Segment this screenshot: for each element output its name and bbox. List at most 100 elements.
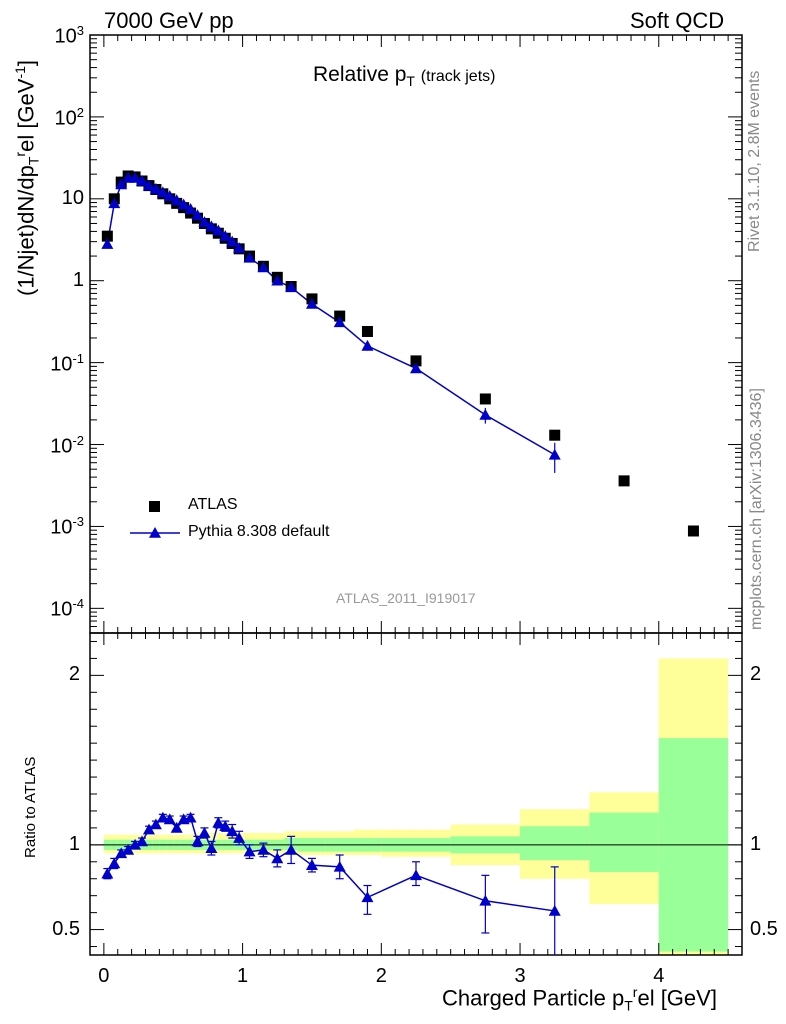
atlas-point [410,355,422,367]
ratio-pythia-point [285,843,298,855]
ratio-y-tick-label-right: 0.5 [750,917,778,940]
pythia-point [305,297,318,309]
ratio-pythia-point [122,843,135,855]
xlabel-sub: T [624,997,633,1014]
ratio-y-tick-label-left: 0.5 [52,917,80,940]
ratio-pythia-point [333,860,346,872]
ratio-y-tick-label-left: 1 [68,832,80,855]
tick-exponent: -4 [72,596,84,612]
tick-base: 10 [54,25,77,48]
ratio-pythia-point [212,816,225,828]
ratio-pythia-point [205,842,218,854]
main-y-tick-label: 103 [55,23,84,49]
pythia-point [285,281,298,293]
ratio-pythia-point [198,826,211,838]
ratio-pythia-point [219,820,232,831]
pythia-point [136,174,149,186]
main-y-axis-label: (1/Njet)dN/dpTrel [GeV-1] [12,60,42,296]
pythia-point [149,182,162,194]
pythia-point [156,186,169,198]
pythia-point [205,220,218,232]
pythia-point [177,198,190,210]
tick-base: 10 [50,599,73,621]
axis-ticks [90,34,742,955]
ylabel-unit-sup: -1 [12,66,28,79]
ratio-pythia-point [243,845,256,857]
beam-energy-label: 7000 GeV pp [104,8,234,33]
tick-exponent: 3 [76,23,84,38]
pythia-point [212,224,225,236]
ratio-pythia-point [156,811,169,823]
title-sub: T [406,73,415,90]
x-tick-label: 3 [514,965,526,987]
ratio-pythia-point [305,859,318,870]
tick-exponent: -2 [72,432,84,448]
main-y-tick-label: 10-4 [50,596,84,622]
ylabel-sup: r [12,151,28,157]
pythia-point [184,203,197,214]
main-y-tick-label: 10-1 [50,351,84,377]
ratio-pythia-point [170,821,183,833]
tick-base: 10 [50,353,73,376]
ratio-pythia-point [149,818,162,830]
pythia-point [129,171,142,183]
ratio-pythia-point [361,891,374,903]
tick-exponent: -3 [72,514,84,530]
pythia-point [108,197,121,209]
pythia-point [333,316,346,328]
legend-label-atlas: ATLAS [188,496,238,513]
ratio-pythia-point [233,832,246,843]
x-tick-label: 0 [98,965,110,987]
atlas-point [334,310,346,322]
main-panel-frame [89,34,743,634]
ylabel-tail: el [GeV [13,78,39,152]
ratio-pythia-point [163,813,176,825]
main-y-tick-label: 102 [55,105,84,131]
ratio-pythia-point [115,847,128,859]
rivet-version-label: Rivet 3.1.10, 2.8M events [746,70,763,252]
pythia-point [101,238,114,249]
ratio-pythia-point [226,825,239,837]
pythia-point [479,408,492,420]
category-label: Soft QCD [630,8,725,33]
atlas-point [549,429,561,441]
main-y-tick-label: 10-2 [50,433,84,459]
ylabel-close: ] [13,59,39,67]
pythia-point [233,242,246,253]
ratio-pythia-point [479,894,492,906]
inner-band-bin [520,826,590,861]
legend-marker-atlas [149,501,160,512]
ratio-y-tick-label-left: 2 [68,663,80,686]
ratio-pythia-point [136,835,149,847]
analysis-id-label: ATLAS_2011_I919017 [336,590,476,606]
atlas-point [618,475,630,487]
atlas-point [361,325,373,337]
atlas-point [479,393,491,405]
pythia-point [243,251,256,263]
title-main: Relative p [313,63,407,86]
tick-base: 10 [50,517,73,540]
title-suffix: (track jets) [420,68,496,85]
series-lines [106,177,556,912]
ylabel-main: (1/Njet)dN/dp [13,165,39,296]
x-tick-label: 2 [375,965,387,987]
atlas-point [687,525,699,537]
main-y-tick-label: 10-3 [50,514,84,540]
atlas-point [101,230,113,242]
tick-exponent: 2 [76,104,84,120]
plot-title: Relative pT (track jets) [313,63,495,89]
x-axis-label: Charged Particle pTrel [GeV] [442,984,717,1014]
ratio-pythia-point [271,852,284,864]
ratio-pythia-point [184,811,197,823]
inner-band-bin [589,812,659,872]
pythia-point [142,179,155,191]
ratio-y-axis-label: Ratio to ATLAS [22,756,39,858]
tick-base: 10 [54,107,77,130]
ylabel-sub: T [25,156,42,166]
pythia-point [361,339,374,351]
ratio-pythia-point [108,857,121,869]
x-tick-label: 4 [653,965,665,987]
tick-base: 10 [50,435,73,458]
xlabel-sup: r [632,984,638,1000]
